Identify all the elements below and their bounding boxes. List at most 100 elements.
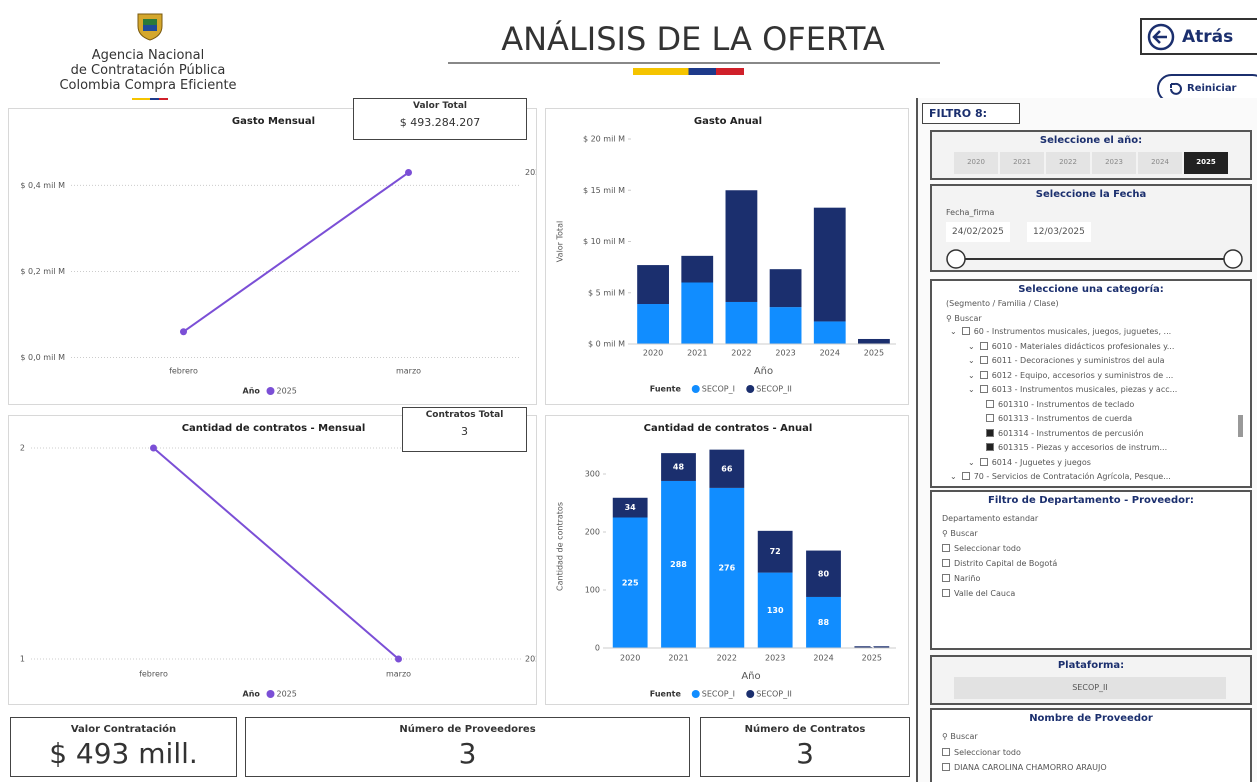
page-title: ANÁLISIS DE LA OFERTA bbox=[501, 20, 885, 58]
tree-item[interactable]: ⌄ 6012 - Equipo, accesorios y suministros… bbox=[968, 370, 1173, 380]
platform-value[interactable]: SECOP_II bbox=[954, 677, 1226, 699]
tree-item[interactable]: ⌄ 6011 - Decoraciones y suministros del a… bbox=[968, 356, 1165, 365]
date-to[interactable]: 12/03/2025 bbox=[1027, 222, 1091, 242]
platform-filter: Plataforma: SECOP_II bbox=[930, 655, 1252, 705]
date-slider[interactable] bbox=[946, 248, 1246, 270]
checkbox bbox=[961, 472, 970, 480]
data-label: 48 bbox=[673, 463, 685, 472]
bar-segment bbox=[661, 480, 696, 648]
org-line: de Contratación Pública bbox=[70, 63, 226, 78]
year-option[interactable]: 2023 bbox=[1092, 152, 1136, 174]
y-tick-label: $ 0,2 mil M bbox=[20, 267, 65, 276]
year-option[interactable]: 2021 bbox=[1000, 152, 1044, 174]
y-tick-label: 300 bbox=[585, 470, 600, 479]
search-box[interactable]: ⚲ Buscar bbox=[946, 314, 982, 323]
checkbox bbox=[986, 414, 994, 422]
tree-label: 6013 - Instrumentos musicales, piezas y … bbox=[991, 385, 1178, 394]
data-label: 34 bbox=[625, 503, 637, 512]
tree-item[interactable]: ⌄ 6013 - Instrumentos musicales, piezas y… bbox=[968, 385, 1177, 394]
legend-swatch bbox=[746, 690, 755, 698]
checkbox bbox=[942, 559, 950, 567]
legend-label: SECOP_I bbox=[702, 690, 735, 699]
kpi-value: 3 bbox=[458, 737, 477, 770]
kpi-label: Número de Contratos bbox=[744, 724, 866, 735]
org-line: Colombia Compra Eficiente bbox=[59, 78, 237, 93]
category-filter: Seleccione una categoría: (Segmento / Fa… bbox=[930, 279, 1252, 488]
card-value: 3 bbox=[461, 425, 468, 438]
year-option[interactable]: 2024 bbox=[1138, 152, 1182, 174]
list-item[interactable]: Distrito Capital de Bogotá bbox=[942, 559, 1057, 568]
chart-title: Gasto Mensual bbox=[232, 116, 315, 127]
bar-segment bbox=[681, 255, 714, 283]
back-button[interactable]: Atrás bbox=[1140, 18, 1257, 55]
tree-item[interactable]: ⌄ 70 - Servicios de Contratación Agrícola… bbox=[950, 472, 1171, 481]
chart-title: Cantidad de contratos - Mensual bbox=[182, 423, 366, 434]
data-label: 130 bbox=[767, 606, 784, 615]
checkbox bbox=[942, 589, 950, 597]
point bbox=[180, 328, 187, 336]
x-tick-label: marzo bbox=[396, 367, 421, 376]
legend-swatch bbox=[691, 385, 700, 393]
bar-segment bbox=[806, 550, 841, 597]
year-option[interactable]: 2025 bbox=[1184, 152, 1228, 174]
total-card: Contratos Total 3 bbox=[402, 407, 527, 452]
list-item[interactable]: Seleccionar todo bbox=[942, 748, 1021, 757]
x-axis-title: Año bbox=[741, 671, 760, 682]
flag-stripe bbox=[132, 98, 168, 100]
list-item[interactable]: Valle del Cauca bbox=[942, 589, 1015, 598]
y-tick-label: $ 0 mil M bbox=[588, 340, 625, 349]
tree-item[interactable]: ⌄ 6010 - Materiales didácticos profesiona… bbox=[968, 341, 1174, 351]
bar-segment bbox=[612, 517, 648, 648]
legend-swatch bbox=[691, 690, 700, 698]
bar-segment bbox=[813, 207, 846, 322]
y-tick-label: $ 5 mil M bbox=[588, 288, 625, 297]
year-option[interactable]: 2020 bbox=[954, 152, 998, 174]
checkbox bbox=[942, 748, 950, 756]
legend-title: Año bbox=[243, 387, 261, 396]
search-box[interactable]: ⚲ Buscar bbox=[942, 732, 978, 741]
kpi-card: Número de Contratos 3 bbox=[700, 717, 910, 777]
checkbox bbox=[979, 341, 988, 350]
search-label: Buscar bbox=[950, 529, 978, 538]
checkbox bbox=[986, 443, 994, 451]
bar-segment bbox=[769, 307, 802, 344]
x-tick-label: 2025 bbox=[864, 349, 884, 358]
y-tick-label: 0 bbox=[595, 644, 600, 653]
tree-item[interactable]: ⌄ 6014 - Juguetes y juegos bbox=[968, 457, 1091, 467]
legend-label: SECOP_II bbox=[756, 385, 792, 394]
bar-segment bbox=[725, 190, 758, 302]
x-tick-label: febrero bbox=[139, 670, 168, 679]
item-label: Seleccionar todo bbox=[954, 544, 1021, 553]
tree-label: 601314 - Instrumentos de percusión bbox=[998, 428, 1144, 438]
bar-segment bbox=[769, 269, 802, 308]
year-options: 2020 2021 2022 2023 2024 2025 bbox=[954, 152, 1228, 174]
tree-item[interactable]: 601314 - Instrumentos de percusión bbox=[986, 428, 1144, 438]
list-item[interactable]: DIANA CAROLINA CHAMORRO ARAUJO bbox=[942, 763, 1107, 772]
x-tick-label: 2021 bbox=[668, 654, 688, 663]
item-label: DIANA CAROLINA CHAMORRO ARAUJO bbox=[954, 763, 1107, 772]
legend-label: 2025 bbox=[277, 690, 297, 699]
chart-panel: Cantidad de contratos - Mensual 1 2 febrero… bbox=[8, 415, 537, 705]
bar-segment bbox=[757, 572, 793, 648]
tree-item[interactable]: 601310 - Instrumentos de teclado bbox=[986, 399, 1134, 409]
tree-item[interactable]: 601315 - Piezas y accesorios de instrum.… bbox=[986, 443, 1167, 452]
legend-title: Fuente bbox=[650, 385, 682, 394]
checkbox bbox=[979, 370, 988, 379]
year-option[interactable]: 2022 bbox=[1046, 152, 1090, 174]
y-tick-label: $ 20 mil M bbox=[583, 135, 625, 144]
kpi-value: 3 bbox=[796, 737, 814, 770]
list-item[interactable]: Nariño bbox=[942, 574, 980, 583]
tree-label: 6011 - Decoraciones y suministros del au… bbox=[991, 356, 1165, 365]
search-label: Buscar bbox=[950, 732, 978, 741]
x-tick-label: febrero bbox=[169, 367, 198, 376]
x-axis-title: Año bbox=[754, 366, 773, 377]
bar-segment bbox=[806, 596, 841, 648]
tree-item[interactable]: ⌄ 60 - Instrumentos musicales, juegos, ju… bbox=[950, 327, 1171, 336]
tree-item[interactable]: 601313 - Instrumentos de cuerda bbox=[986, 414, 1132, 423]
date-from[interactable]: 24/02/2025 bbox=[946, 222, 1010, 242]
list-item[interactable]: Seleccionar todo bbox=[942, 544, 1021, 553]
bar-segment bbox=[757, 530, 793, 573]
search-box[interactable]: ⚲ Buscar bbox=[942, 529, 978, 538]
reset-icon bbox=[1170, 82, 1182, 95]
y-tick-label: $ 0,4 mil M bbox=[20, 181, 65, 190]
